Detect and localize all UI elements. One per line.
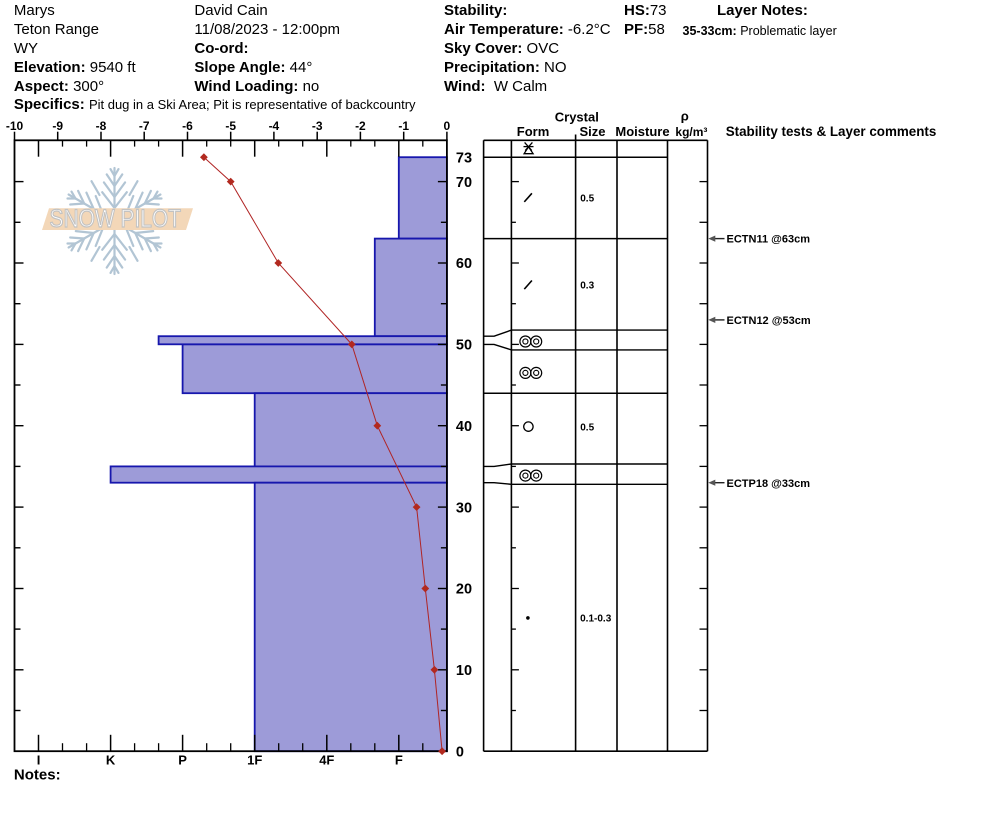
svg-text:-1: -1 xyxy=(398,119,409,133)
svg-text:-3: -3 xyxy=(312,119,323,133)
svg-text:20: 20 xyxy=(456,582,472,598)
svg-text:4F: 4F xyxy=(319,752,334,767)
svg-text:60: 60 xyxy=(456,256,472,272)
svg-text:50: 50 xyxy=(456,338,472,354)
svg-text:70: 70 xyxy=(456,175,472,191)
svg-text:0.3: 0.3 xyxy=(580,281,594,292)
svg-text:F: F xyxy=(395,752,403,767)
svg-text:ECTN11 @63cm: ECTN11 @63cm xyxy=(727,234,811,246)
svg-text:Form: Form xyxy=(517,124,550,139)
svg-text:ECTN12 @53cm: ECTN12 @53cm xyxy=(727,315,811,327)
svg-text:K: K xyxy=(106,752,116,767)
svg-text:Moisture: Moisture xyxy=(615,124,669,139)
svg-text:kg/m³: kg/m³ xyxy=(675,125,707,139)
svg-text:0: 0 xyxy=(456,744,464,760)
svg-text:0: 0 xyxy=(444,119,451,133)
svg-text:Notes:: Notes: xyxy=(14,766,61,783)
svg-text:Size: Size xyxy=(579,124,605,139)
svg-text:-8: -8 xyxy=(96,119,107,133)
svg-text:-6: -6 xyxy=(182,119,193,133)
svg-text:-9: -9 xyxy=(52,119,63,133)
svg-text:0.5: 0.5 xyxy=(580,422,594,433)
svg-text:0.1-0.3: 0.1-0.3 xyxy=(580,614,612,625)
svg-text:-7: -7 xyxy=(139,119,150,133)
svg-text:SNOW PILOT: SNOW PILOT xyxy=(50,205,182,233)
svg-text:-4: -4 xyxy=(269,119,280,133)
svg-text:0.5: 0.5 xyxy=(580,193,594,204)
svg-text:30: 30 xyxy=(456,500,472,516)
svg-text:ρ: ρ xyxy=(681,108,689,123)
svg-text:ECTP18 @33cm: ECTP18 @33cm xyxy=(727,478,811,490)
svg-text:I: I xyxy=(37,752,41,767)
svg-text:40: 40 xyxy=(456,419,472,435)
svg-text:Stability tests & Layer commen: Stability tests & Layer comments xyxy=(726,124,937,139)
svg-text:-5: -5 xyxy=(225,119,236,133)
svg-text:1F: 1F xyxy=(247,752,262,767)
svg-text:-10: -10 xyxy=(6,119,24,133)
svg-text:73: 73 xyxy=(456,150,472,166)
svg-text:10: 10 xyxy=(456,663,472,679)
svg-text:-2: -2 xyxy=(355,119,366,133)
svg-text:P: P xyxy=(178,752,187,767)
svg-text:Crystal: Crystal xyxy=(555,109,599,124)
